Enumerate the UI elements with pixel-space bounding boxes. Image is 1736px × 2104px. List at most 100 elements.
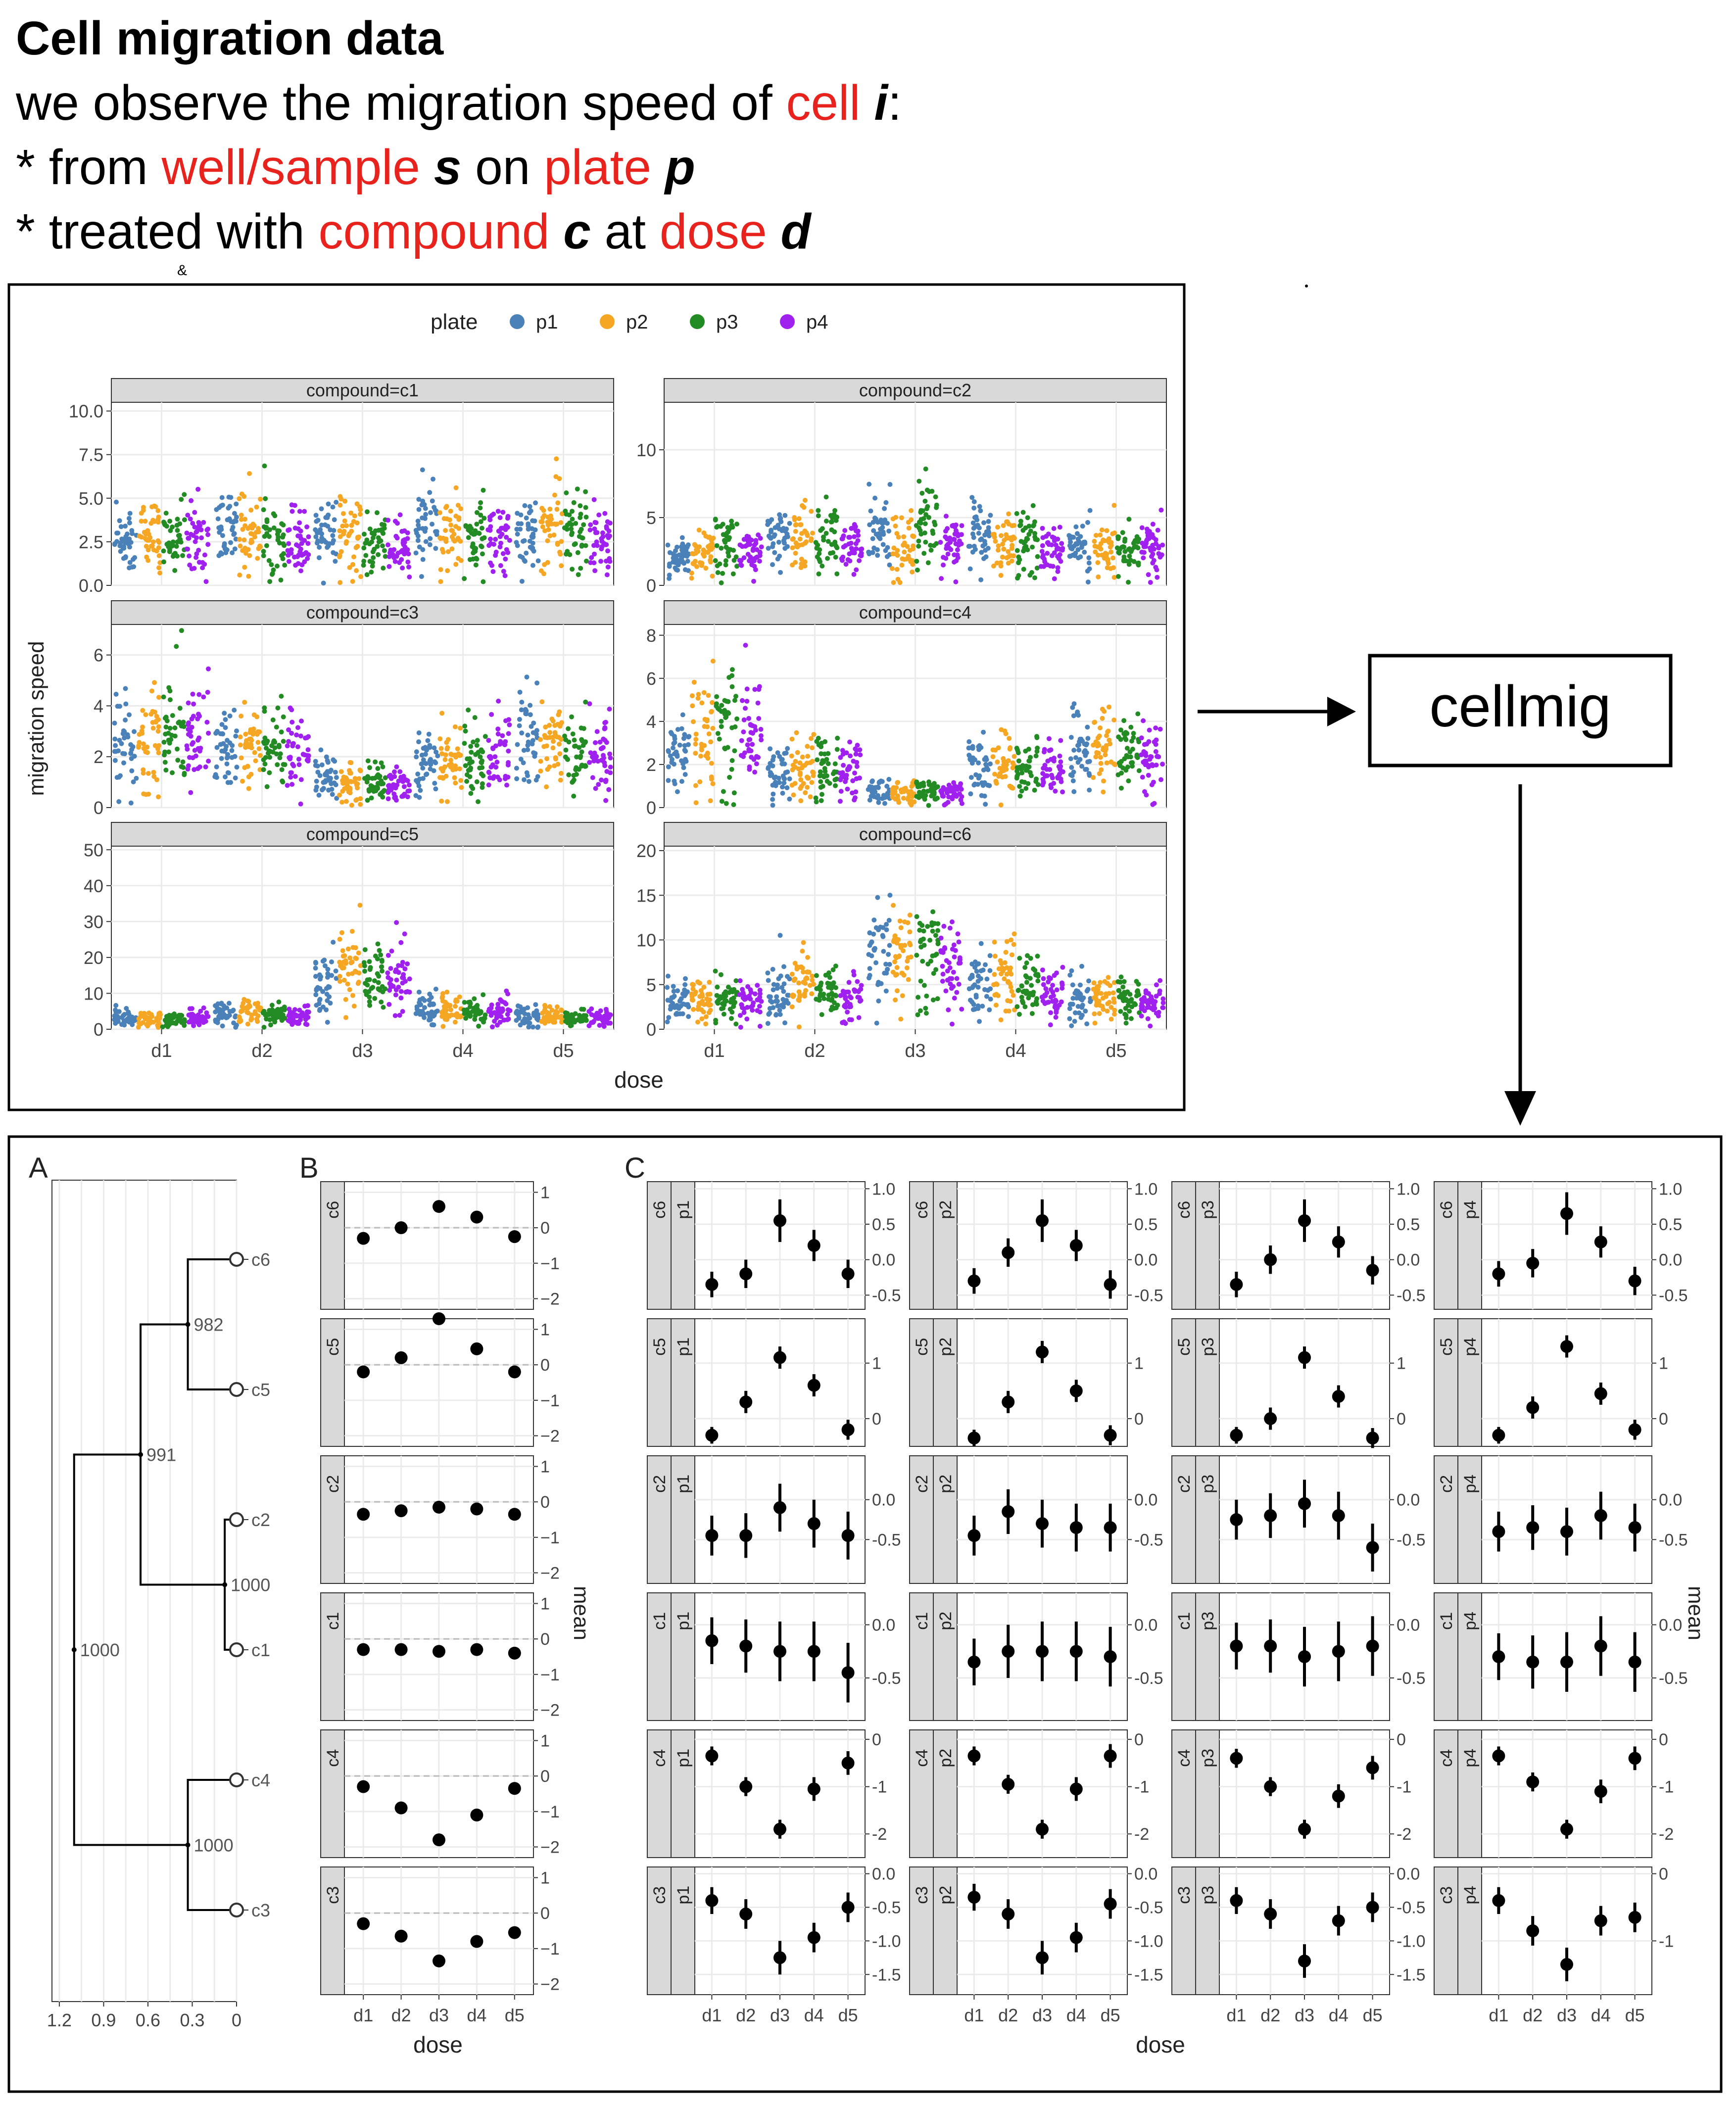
data-point xyxy=(843,562,849,567)
data-point xyxy=(341,977,347,983)
data-point xyxy=(340,948,345,954)
data-point xyxy=(605,519,610,525)
data-point xyxy=(995,759,1000,765)
data-point xyxy=(971,543,977,549)
data-point xyxy=(852,770,857,776)
data-point xyxy=(977,1019,982,1024)
data-point xyxy=(222,749,227,754)
y-tick-label: 50 xyxy=(84,840,103,860)
data-point xyxy=(150,539,156,545)
y-tick-label: 8 xyxy=(646,625,656,646)
data-point xyxy=(156,750,161,756)
data-point xyxy=(439,799,444,804)
data-point xyxy=(250,731,256,737)
data-point xyxy=(156,794,161,800)
data-point xyxy=(525,1005,530,1010)
data-point xyxy=(325,758,330,764)
data-point xyxy=(363,989,368,994)
data-point xyxy=(582,740,588,745)
data-point xyxy=(698,988,704,993)
data-point xyxy=(242,517,247,522)
data-point xyxy=(846,980,852,985)
data-point xyxy=(254,504,259,510)
data-point xyxy=(1115,534,1121,539)
data-point xyxy=(999,727,1004,732)
data-point xyxy=(853,752,859,757)
data-point xyxy=(987,1007,992,1012)
data-point xyxy=(930,997,936,1003)
data-point xyxy=(292,503,297,508)
data-point xyxy=(231,532,237,537)
data-point xyxy=(799,531,805,536)
data-point xyxy=(583,505,588,510)
data-point xyxy=(185,513,191,518)
data-point xyxy=(176,533,181,538)
data-point xyxy=(893,997,898,1003)
data-point xyxy=(347,760,353,765)
data-point xyxy=(206,759,211,764)
data-point xyxy=(1051,781,1057,786)
data-point xyxy=(593,740,598,745)
data-point xyxy=(1055,565,1061,571)
data-point xyxy=(840,992,845,998)
data-point xyxy=(1131,731,1136,736)
data-point xyxy=(329,973,335,978)
data-point xyxy=(141,741,146,747)
data-point xyxy=(593,1016,598,1021)
data-point xyxy=(547,722,552,728)
data-point xyxy=(351,1004,357,1009)
data-point xyxy=(272,1019,278,1024)
data-point xyxy=(241,537,247,543)
data-point xyxy=(834,571,840,576)
data-point xyxy=(710,725,716,731)
data-point xyxy=(343,799,349,804)
data-point xyxy=(892,959,897,964)
data-point xyxy=(769,527,774,533)
data-point xyxy=(867,797,872,803)
data-point xyxy=(193,539,198,544)
data-point xyxy=(691,719,696,724)
data-point xyxy=(1070,778,1076,783)
data-point xyxy=(834,514,839,520)
data-point xyxy=(527,1015,532,1021)
data-point xyxy=(602,760,607,765)
data-point xyxy=(375,941,381,947)
data-point xyxy=(902,549,907,555)
data-point xyxy=(539,506,545,511)
data-point xyxy=(776,526,782,531)
data-point xyxy=(227,713,233,718)
data-point xyxy=(118,524,124,529)
data-point xyxy=(818,769,823,774)
data-point xyxy=(814,739,820,744)
data-point xyxy=(517,723,522,728)
data-point xyxy=(782,751,787,756)
data-point xyxy=(995,525,1000,530)
data-point xyxy=(991,563,996,569)
data-point xyxy=(418,788,423,793)
data-point xyxy=(415,538,421,543)
data-point xyxy=(553,732,558,737)
data-point xyxy=(940,963,945,969)
data-point xyxy=(1028,528,1033,534)
data-point xyxy=(808,760,813,765)
data-point xyxy=(683,976,688,981)
data-point xyxy=(925,560,931,566)
facet-strip-label: compound=c3 xyxy=(306,602,419,622)
y-tick-label: 0 xyxy=(646,1019,656,1040)
data-point xyxy=(1058,759,1063,765)
data-point xyxy=(565,549,570,554)
data-point xyxy=(723,801,729,806)
data-point xyxy=(239,491,244,497)
data-point xyxy=(841,533,846,538)
data-point xyxy=(1049,785,1054,790)
data-point xyxy=(907,912,913,918)
data-point xyxy=(666,1015,672,1020)
data-point xyxy=(324,1007,329,1012)
data-point xyxy=(818,779,823,784)
legend-label-p3: p3 xyxy=(716,311,738,333)
data-point xyxy=(1093,739,1099,745)
data-point xyxy=(1086,555,1092,561)
data-point xyxy=(846,534,852,540)
data-point xyxy=(123,717,128,723)
data-point xyxy=(923,1005,928,1011)
